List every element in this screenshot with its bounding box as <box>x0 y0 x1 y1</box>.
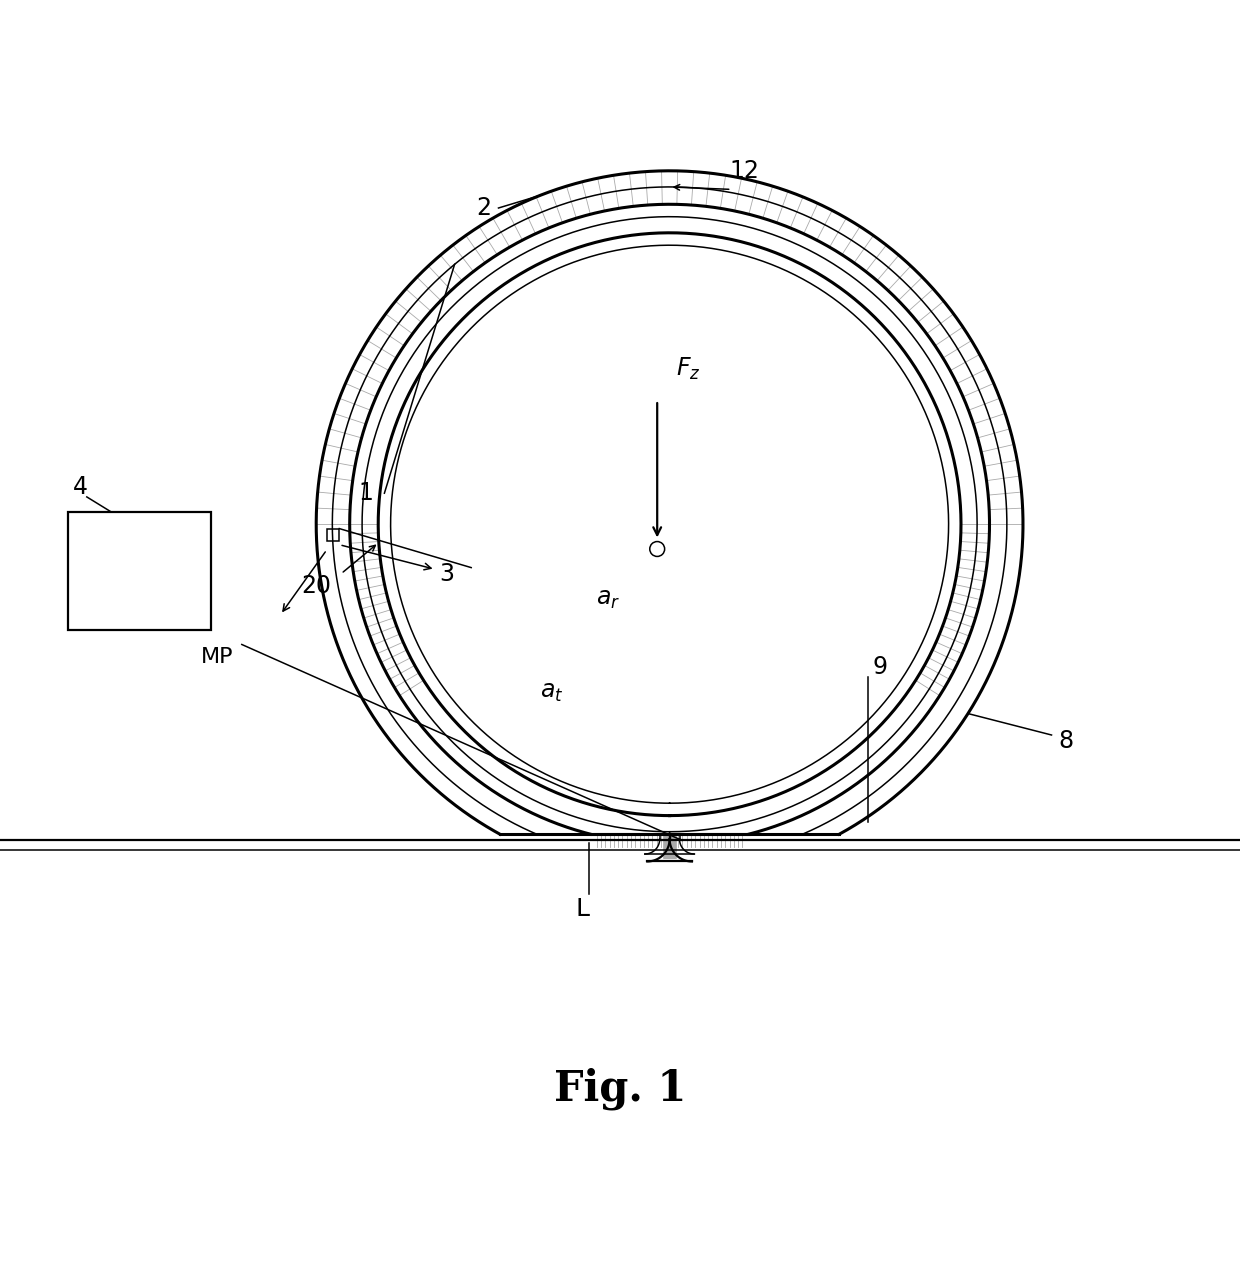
Text: 2: 2 <box>476 196 491 220</box>
Text: $F_z$: $F_z$ <box>676 356 701 383</box>
Text: 1: 1 <box>358 482 373 505</box>
Bar <box>327 529 340 541</box>
Text: L: L <box>575 896 590 921</box>
Text: $a_r$: $a_r$ <box>595 587 620 611</box>
Text: 12: 12 <box>729 159 759 182</box>
Text: 4: 4 <box>73 475 88 499</box>
Text: 3: 3 <box>439 562 454 586</box>
Text: Fig. 1: Fig. 1 <box>554 1067 686 1109</box>
Text: 20: 20 <box>301 574 331 598</box>
Text: MP: MP <box>201 647 233 666</box>
Text: 8: 8 <box>1059 729 1074 754</box>
Text: $a_t$: $a_t$ <box>541 679 563 704</box>
Text: 9: 9 <box>873 655 888 679</box>
Bar <box>68 512 211 629</box>
